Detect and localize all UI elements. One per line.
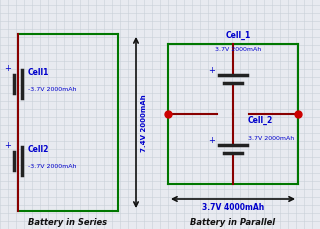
Text: Cell1: Cell1: [28, 68, 49, 77]
Text: +: +: [4, 64, 12, 73]
Text: 3.7V 4000mAh: 3.7V 4000mAh: [202, 202, 264, 211]
Text: +: +: [208, 66, 215, 75]
Text: +: +: [208, 135, 215, 144]
Text: Battery in Series: Battery in Series: [28, 218, 108, 226]
Text: Cell2: Cell2: [28, 144, 49, 153]
Text: 3.7V 2000mAh: 3.7V 2000mAh: [248, 135, 294, 140]
Text: Cell_1: Cell_1: [225, 31, 251, 40]
Text: -3.7V 2000mAh: -3.7V 2000mAh: [28, 163, 76, 168]
Text: 7.4V 2000mAh: 7.4V 2000mAh: [141, 94, 147, 152]
Text: +: +: [4, 140, 12, 149]
Text: -3.7V 2000mAh: -3.7V 2000mAh: [28, 87, 76, 92]
Text: Cell_2: Cell_2: [248, 115, 273, 124]
Text: 3.7V 2000mAh: 3.7V 2000mAh: [215, 47, 261, 52]
Text: Battery in Parallel: Battery in Parallel: [190, 218, 276, 226]
